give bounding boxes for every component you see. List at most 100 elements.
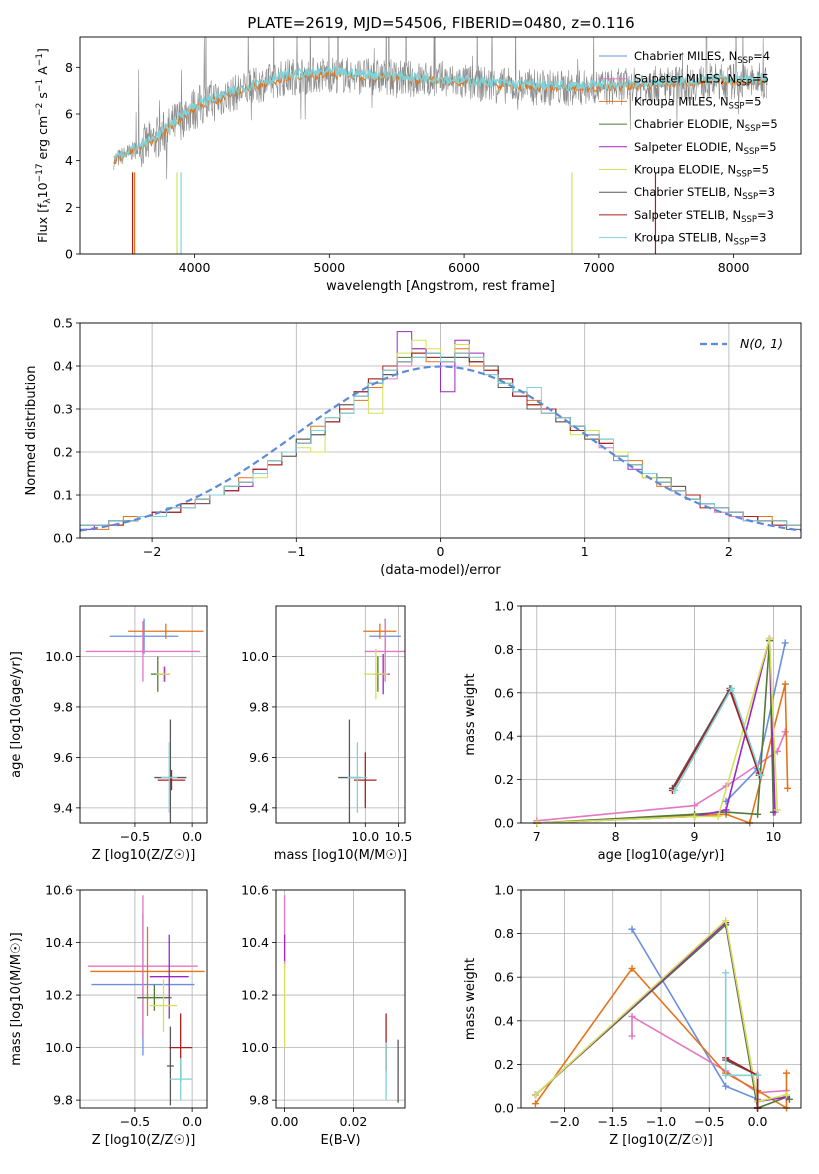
- legend-label-chabrier-miles: Chabrier MILES, NSSP=4: [634, 49, 770, 66]
- plot-frame: [79, 36, 802, 255]
- y-tick-label: 9.8: [249, 699, 269, 714]
- weight-marker-chabrier-miles: [628, 925, 636, 933]
- x-axis-label: Z [log10(Z/Z☉)]: [92, 1133, 196, 1148]
- weight-marker-chabrier-elodie: [754, 810, 762, 818]
- y-axis-label: Flux [fλ10−17 erg cm−2 s−1 A−1]: [35, 48, 53, 243]
- weight-marker-kroupa-elodie: [531, 1091, 539, 1099]
- x-tick-label: 10.5: [384, 829, 412, 844]
- weight-marker-kroupa-miles: [531, 1100, 539, 1108]
- mass-vs-ebv-panel: 0.00 0.02 9.8 10.0 10.2 10.4 10.6 E(B-V): [241, 883, 406, 1148]
- weight-marker-salpeter-miles: [628, 1012, 636, 1020]
- weight-vs-metallicity-panel: −2.0 −1.5 −1.0 −0.5 0.0 0.0 0.2 0.4 0.6 0.8 1.0 Z […: [463, 883, 802, 1148]
- weight-marker-kroupa-miles: [781, 680, 789, 688]
- y-tick-label: 0.1: [53, 488, 73, 503]
- y-axis-label: mass weight: [463, 958, 478, 1040]
- y-axis-label: age [log10(age/yr)]: [9, 651, 24, 778]
- x-axis-label: E(B-V): [320, 1133, 360, 1148]
- weight-marker-kroupa-stelib: [757, 771, 765, 779]
- weight-marker-kroupa-miles: [784, 784, 792, 792]
- weight-marker-salpeter-elodie: [722, 806, 730, 814]
- y-tick-label: 4: [65, 153, 73, 168]
- weight-marker-kroupa-elodie: [691, 812, 699, 820]
- y-tick-label: 0.3: [53, 402, 73, 417]
- x-tick-label: 7000: [583, 260, 615, 275]
- weight-marker-salpeter-miles: [691, 802, 699, 810]
- x-tick-label: 0: [437, 544, 445, 559]
- x-tick-label: 8: [612, 829, 620, 844]
- weight-marker-chabrier-miles: [722, 1082, 730, 1090]
- y-tick-label: 10.0: [241, 649, 269, 664]
- x-tick-label: 7: [533, 829, 541, 844]
- y-tick-label: 10.4: [241, 935, 269, 950]
- legend-label-kroupa-elodie: Kroupa ELODIE, NSSP=5: [634, 163, 769, 180]
- histogram-kroupa-stelib: [79, 352, 801, 538]
- legend-label-kroupa-stelib: Kroupa STELIB, NSSP=3: [634, 231, 766, 248]
- weight-marker-salpeter-miles: [628, 1032, 636, 1040]
- y-tick-label: 9.8: [249, 1093, 269, 1108]
- y-tick-label: 0.0: [53, 531, 73, 546]
- y-tick-label: 0.6: [494, 685, 514, 700]
- weight-line-salpeter-elodie: [536, 638, 776, 824]
- y-tick-label: 0.4: [494, 1013, 514, 1028]
- x-axis-label: mass [log10(M/M☉)]: [274, 848, 407, 863]
- weight-marker-kroupa-elodie: [722, 917, 730, 925]
- y-tick-label: 0: [65, 247, 73, 262]
- weight-marker-kroupa-stelib: [728, 684, 736, 692]
- x-tick-label: −0.5: [120, 829, 150, 844]
- legend-label-kroupa-miles: Kroupa MILES, NSSP=5: [634, 94, 761, 111]
- y-tick-label: 10.0: [241, 1040, 269, 1055]
- y-tick-label: 0.0: [494, 1101, 514, 1116]
- x-tick-label: 9: [691, 829, 699, 844]
- y-tick-label: 9.4: [53, 800, 73, 815]
- age-vs-metallicity-panel: −0.5 0.0 9.4 9.6 9.8 10.0 Z [log10(Z/Z☉)] age […: [9, 605, 208, 863]
- weight-marker-kroupa-elodie: [714, 812, 722, 820]
- weight-marker-chabrier-miles: [781, 639, 789, 647]
- y-tick-label: 0.6: [494, 970, 514, 985]
- legend-label-salpeter-elodie: Salpeter ELODIE, NSSP=5: [634, 140, 777, 157]
- x-tick-label: −1.0: [646, 1114, 676, 1129]
- x-axis-label: age [log10(age/yr)]: [598, 848, 725, 863]
- weight-marker-salpeter-miles: [781, 728, 789, 736]
- y-axis-label: Normed distribution: [24, 366, 39, 496]
- x-tick-label: 0.02: [339, 1114, 367, 1129]
- y-tick-label: 0.8: [494, 642, 514, 657]
- weight-marker-kroupa-elodie: [783, 1091, 791, 1099]
- legend-label-normal: N(0, 1): [740, 336, 783, 351]
- y-tick-label: 6: [65, 107, 73, 122]
- y-tick-label: 10.6: [241, 883, 269, 898]
- y-tick-label: 9.6: [249, 750, 269, 765]
- y-tick-label: 0.4: [53, 359, 73, 374]
- y-tick-label: 9.8: [53, 1093, 73, 1108]
- x-axis-label: wavelength [Angstrom, rest frame]: [326, 279, 555, 294]
- plot-frame: [79, 605, 208, 824]
- legend-label-chabrier-elodie: Chabrier ELODIE, NSSP=5: [634, 117, 778, 134]
- x-tick-label: 0.0: [748, 1114, 768, 1129]
- x-tick-label: 0.00: [271, 1114, 299, 1129]
- legend-label-chabrier-stelib: Chabrier STELIB, NSSP=3: [634, 185, 775, 202]
- spectrum-panel: 4000 5000 6000 7000 8000 0 2 4 6 8 wavelength [Ang…: [35, 36, 802, 294]
- y-tick-label: 10.2: [241, 988, 269, 1003]
- plot-frame: [275, 605, 406, 824]
- x-tick-label: 10: [765, 829, 781, 844]
- y-tick-label: 0.4: [494, 729, 514, 744]
- weight-line-kroupa-elodie: [536, 638, 779, 824]
- y-axis-label: mass [log10(M/M☉)]: [9, 932, 24, 1065]
- plot-frame: [520, 605, 802, 824]
- x-tick-label: −1: [287, 544, 305, 559]
- plot-frame: [79, 322, 802, 539]
- weight-line-kroupa-elodie: [534, 918, 787, 1103]
- weight-marker-kroupa-stelib: [754, 1071, 762, 1079]
- weight-vs-age-panel: 7 8 9 10 0.0 0.2 0.4 0.6 0.8 1.0 age [log10(age/yr…: [463, 599, 802, 863]
- y-tick-label: 9.4: [249, 800, 269, 815]
- plot-frame: [275, 889, 406, 1109]
- x-tick-label: 4000: [179, 260, 211, 275]
- weight-line-chabrier-elodie: [536, 640, 775, 824]
- weight-line-salpeter-miles: [536, 731, 786, 822]
- y-tick-label: 2: [65, 200, 73, 215]
- plot-frame: [520, 889, 802, 1109]
- x-tick-label: 0.0: [182, 1114, 202, 1129]
- weight-marker-kroupa-stelib: [671, 786, 679, 794]
- y-axis-label: mass weight: [463, 673, 478, 755]
- y-tick-label: 1.0: [494, 883, 514, 898]
